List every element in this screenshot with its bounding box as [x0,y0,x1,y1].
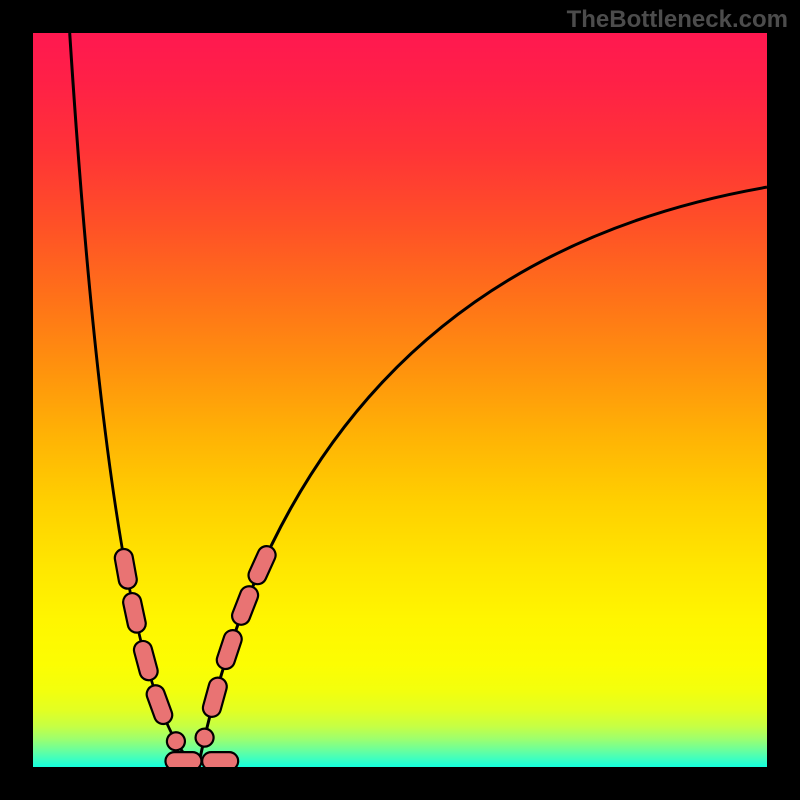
curve-marker [121,591,147,634]
curve-left-branch [70,33,198,767]
curve-marker [113,548,138,591]
curve-marker [164,729,189,754]
curve-marker [201,676,229,719]
bottleneck-curve [33,33,767,767]
plot-area [33,33,767,767]
curve-marker [229,584,260,628]
curve-marker [202,752,238,767]
curve-right-branch [198,187,767,767]
watermark-text: TheBottleneck.com [567,6,788,34]
curve-marker [214,628,244,672]
curve-marker [194,727,216,749]
curve-marker [246,543,279,587]
curve-marker [165,752,201,767]
curve-marker [144,683,175,727]
curve-marker [132,639,160,682]
